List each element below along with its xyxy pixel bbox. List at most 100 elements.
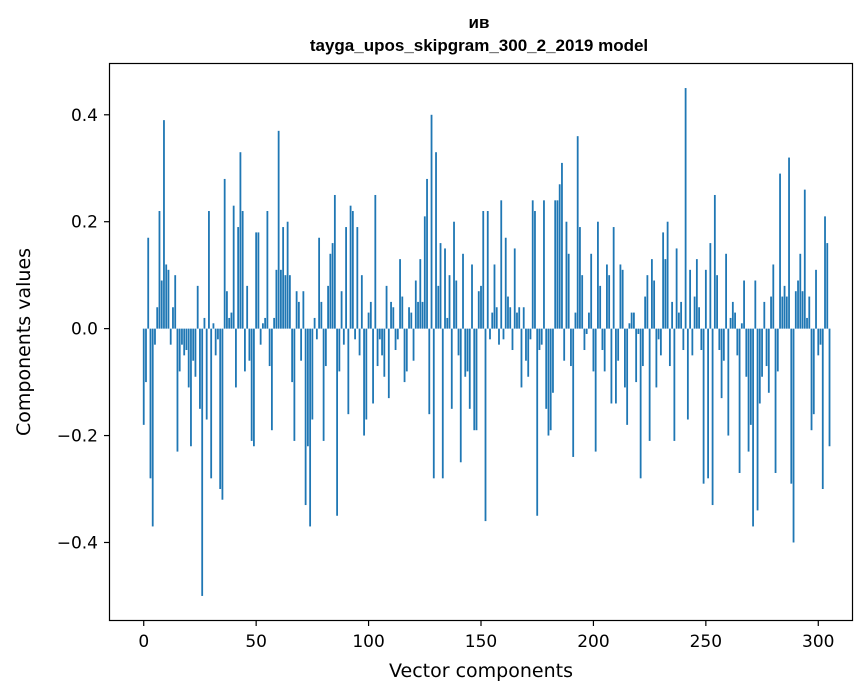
bar-component-74 [309, 328, 312, 527]
bar-component-220 [637, 328, 640, 334]
bar-component-277 [765, 328, 768, 367]
bar-component-199 [590, 253, 593, 329]
bar-component-237 [675, 248, 678, 329]
bar-component-289 [792, 328, 795, 543]
bar-component-164 [511, 328, 514, 351]
bar-component-1 [145, 328, 147, 383]
bar-component-118 [408, 307, 410, 329]
bar-component-92 [349, 205, 352, 329]
bar-component-114 [399, 259, 401, 329]
bar-component-158 [498, 328, 500, 345]
bar-component-236 [673, 328, 676, 441]
bar-component-247 [698, 307, 700, 329]
bar-component-245 [693, 296, 696, 329]
bar-component-282 [776, 328, 779, 372]
bar-component-198 [588, 312, 590, 329]
bar-component-267 [743, 280, 745, 329]
bar-component-296 [808, 296, 811, 329]
bar-component-72 [304, 328, 307, 506]
bar-component-301 [819, 328, 822, 345]
bar-component-149 [477, 291, 480, 329]
bar-component-193 [576, 136, 579, 329]
bar-component-287 [788, 157, 790, 329]
bar-component-194 [579, 227, 581, 329]
bar-component-298 [812, 328, 815, 415]
bar-component-184 [556, 200, 559, 329]
bar-component-259 [725, 253, 727, 329]
bar-component-284 [781, 296, 784, 329]
bar-component-46 [246, 285, 249, 329]
bar-component-9 [163, 120, 165, 329]
bar-component-172 [529, 328, 532, 340]
bar-component-48 [250, 328, 253, 441]
bar-component-120 [412, 328, 415, 361]
bar-component-98 [363, 328, 365, 436]
bar-component-116 [403, 328, 406, 383]
bar-component-10 [165, 264, 168, 329]
bar-component-276 [763, 301, 766, 329]
bar-component-201 [594, 328, 597, 452]
bar-component-261 [729, 317, 732, 329]
bar-component-128 [430, 114, 433, 329]
bar-component-286 [785, 296, 788, 329]
bar-component-42 [237, 227, 240, 329]
chart-title-line2: tayga_upos_skipgram_300_2_2019 model [310, 36, 648, 55]
x-axis-label: Vector components [389, 660, 573, 682]
bar-component-231 [662, 232, 665, 329]
bar-component-6 [156, 307, 159, 329]
bar-component-265 [738, 328, 741, 473]
bar-component-69 [297, 301, 300, 329]
bar-component-205 [603, 328, 606, 372]
bar-component-163 [509, 307, 512, 329]
bar-component-280 [772, 264, 775, 329]
bar-component-129 [432, 328, 435, 479]
bar-component-17 [181, 328, 183, 345]
bar-component-235 [671, 301, 674, 329]
bar-component-165 [513, 248, 516, 329]
bar-component-278 [767, 328, 770, 393]
bar-component-100 [367, 312, 370, 329]
bar-component-183 [554, 200, 557, 329]
bar-component-105 [378, 328, 381, 340]
bar-component-192 [574, 312, 577, 329]
bar-component-53 [262, 323, 264, 329]
bar-component-252 [709, 243, 712, 329]
bar-component-294 [803, 189, 806, 329]
bar-component-138 [453, 221, 455, 329]
bar-component-64 [286, 221, 289, 329]
bar-component-228 [655, 328, 658, 388]
bar-component-77 [315, 328, 318, 340]
bar-component-299 [815, 269, 817, 329]
y-tick-label: −0.2 [57, 427, 98, 447]
bar-component-71 [302, 291, 305, 329]
bar-component-156 [493, 264, 496, 329]
x-axis-ticks: 0 50 100 150 200 250 300 [138, 620, 834, 652]
bar-component-63 [284, 275, 287, 329]
bar-component-209 [612, 227, 615, 329]
bar-component-196 [583, 328, 586, 351]
bar-component-207 [608, 275, 611, 329]
bar-component-166 [516, 312, 518, 329]
bar-component-131 [437, 285, 440, 329]
bar-component-204 [601, 328, 604, 351]
bar-component-275 [761, 328, 763, 377]
bar-component-285 [783, 285, 786, 329]
bar-component-119 [410, 312, 413, 329]
bar-component-304 [826, 243, 829, 329]
bar-component-213 [621, 269, 624, 329]
bar-component-175 [536, 328, 539, 516]
bar-component-93 [351, 211, 354, 329]
bar-component-305 [828, 328, 831, 447]
bar-component-139 [455, 280, 458, 329]
bar-component-157 [495, 307, 498, 329]
bar-component-109 [387, 328, 390, 399]
bar-component-70 [300, 328, 303, 361]
bar-component-244 [691, 328, 694, 356]
bar-component-253 [711, 328, 714, 506]
bar-component-37 [226, 291, 228, 329]
bar-component-185 [558, 184, 561, 329]
bar-component-152 [484, 328, 487, 522]
bar-component-2 [147, 237, 150, 329]
bar-component-203 [599, 285, 602, 329]
